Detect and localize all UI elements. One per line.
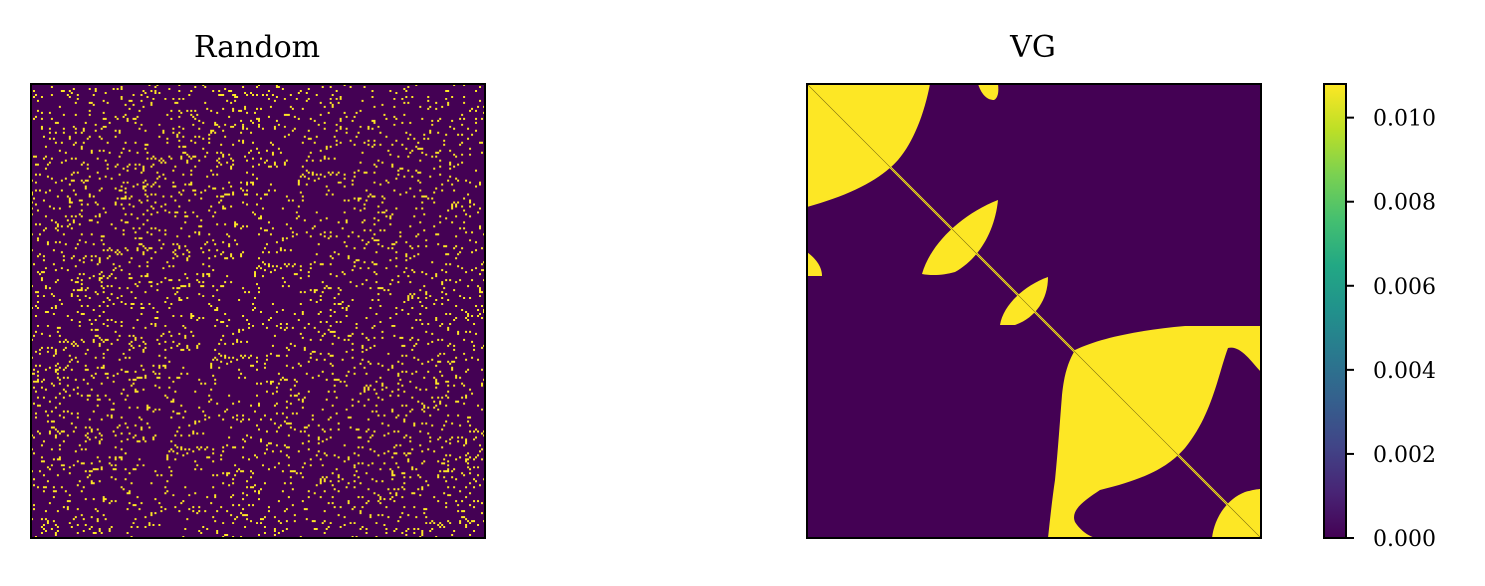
colorbar-tick-label: 0.000 (1373, 527, 1436, 552)
heatmap-random-frame (30, 83, 486, 539)
heatmap-random-cells (31, 84, 485, 538)
colorbar-tick-label: 0.004 (1373, 359, 1436, 384)
colorbar-frame (1323, 83, 1347, 539)
heatmap-vg-cells (807, 84, 1261, 538)
colorbar-tick-label: 0.006 (1373, 275, 1436, 300)
vg-diagonal-core (807, 84, 1261, 538)
heatmap-random-active-cells (31, 84, 485, 538)
chart-title-vg: VG (1009, 30, 1056, 65)
vg-block-left-small (807, 252, 822, 276)
heatmap-random-background (31, 84, 485, 538)
colorbar (1324, 84, 1346, 538)
chart-title-random: Random (194, 30, 320, 65)
colorbar-tick-label: 0.008 (1373, 191, 1436, 216)
colorbar-tick-label: 0.002 (1373, 443, 1436, 468)
colorbar-tick-label: 0.010 (1373, 107, 1436, 132)
heatmap-vg-frame (806, 83, 1262, 539)
vg-block-top-small (978, 84, 999, 100)
colorbar-ticks: 0.000 0.002 0.004 0.006 0.008 0.010 (1346, 107, 1436, 552)
